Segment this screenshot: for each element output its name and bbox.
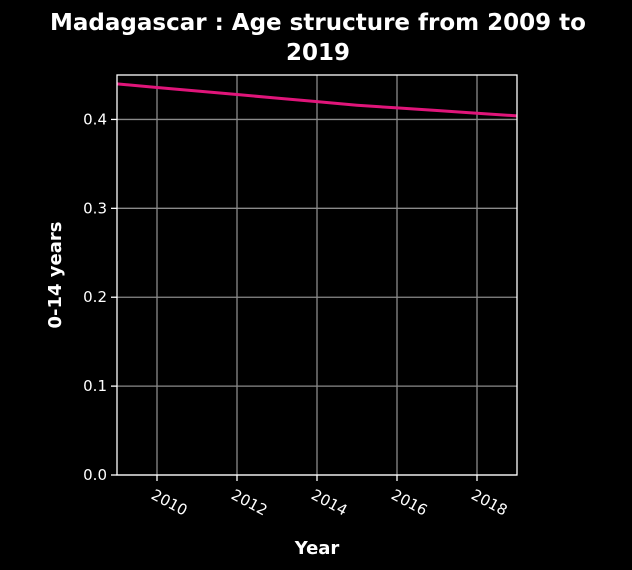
chart-title-line-2: 2019 <box>286 40 350 66</box>
series-line <box>116 82 518 118</box>
y-tick-label: 0.3 <box>83 199 107 217</box>
x-axis-label: Year <box>294 538 340 559</box>
plot-frame <box>116 74 518 476</box>
y-tick-label: 0.2 <box>83 288 107 306</box>
y-axis-label: 0-14 years <box>45 222 66 329</box>
series-layer <box>116 82 518 118</box>
y-tick-label: 0.1 <box>83 377 107 395</box>
y-tick-label: 0.0 <box>83 466 107 484</box>
chart-title-line-1: Madagascar : Age structure from 2009 to <box>50 10 586 36</box>
y-tick-label: 0.4 <box>83 110 107 128</box>
